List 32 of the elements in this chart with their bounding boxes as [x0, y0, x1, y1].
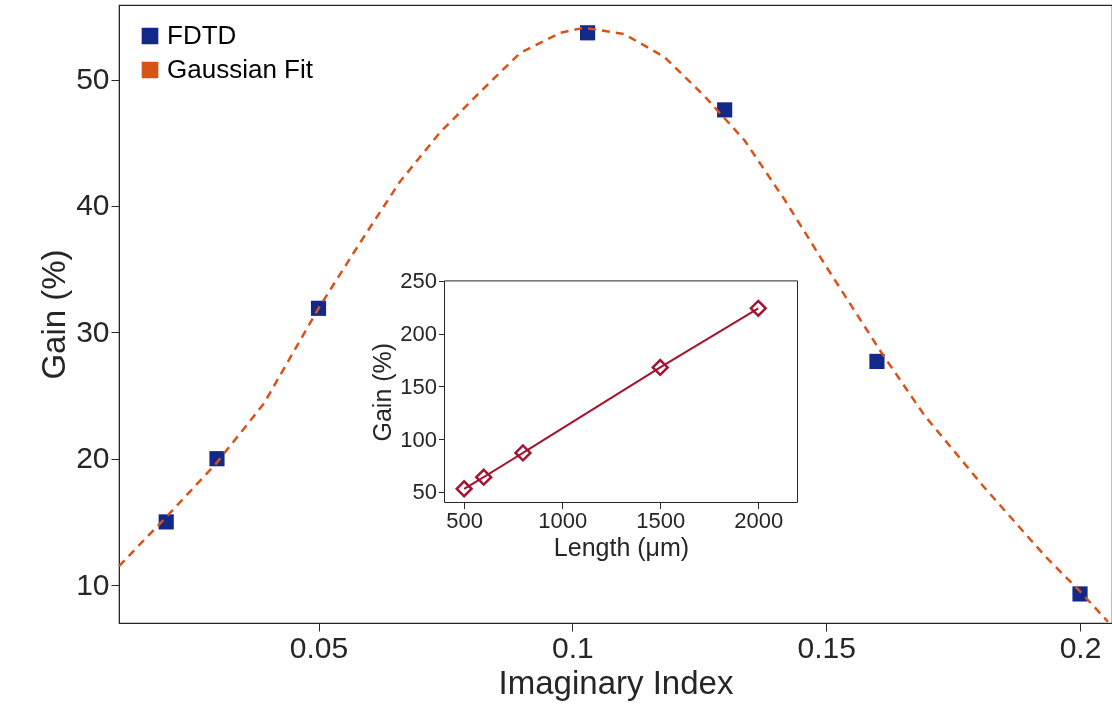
x-tick-label: 500 [446, 508, 483, 533]
point [475, 468, 493, 486]
y-tick-label: 10 [76, 567, 110, 601]
point [651, 358, 669, 377]
y-tick-label: 30 [76, 314, 110, 348]
y-tick-label: 250 [400, 268, 437, 294]
y-axis-title: Gain (%) [368, 342, 397, 442]
line-series [117, 26, 1110, 623]
x-tick-label: 0.15 [797, 630, 856, 664]
x-tick-label: 0.1 [551, 630, 594, 664]
point [455, 480, 473, 498]
y-tick-label: 50 [76, 62, 110, 96]
y-tick-label: 200 [400, 321, 437, 347]
point [749, 299, 767, 317]
x-axis-title: Length (μm) [553, 533, 690, 561]
x-axis-title: Imaginary Index [498, 663, 734, 701]
x-tick-label: 0.05 [289, 630, 349, 664]
y-tick-label: 100 [400, 426, 437, 452]
point [869, 353, 885, 369]
point [514, 444, 532, 462]
point [717, 102, 733, 118]
y-axis-title: Gain (%) [35, 249, 73, 380]
y-tick-label: 40 [76, 188, 110, 222]
x-tick-label: 1500 [636, 508, 686, 533]
x-tick-label: 0.2 [1059, 630, 1102, 664]
x-tick-label: 2000 [734, 508, 784, 533]
y-tick-label: 50 [412, 479, 437, 505]
y-tick-label: 20 [76, 441, 110, 475]
legend-label: FDTD [167, 20, 237, 50]
legend-label: Gaussian Fit [167, 54, 314, 84]
x-tick-label: 1000 [538, 508, 588, 533]
y-tick-label: 150 [400, 373, 437, 399]
